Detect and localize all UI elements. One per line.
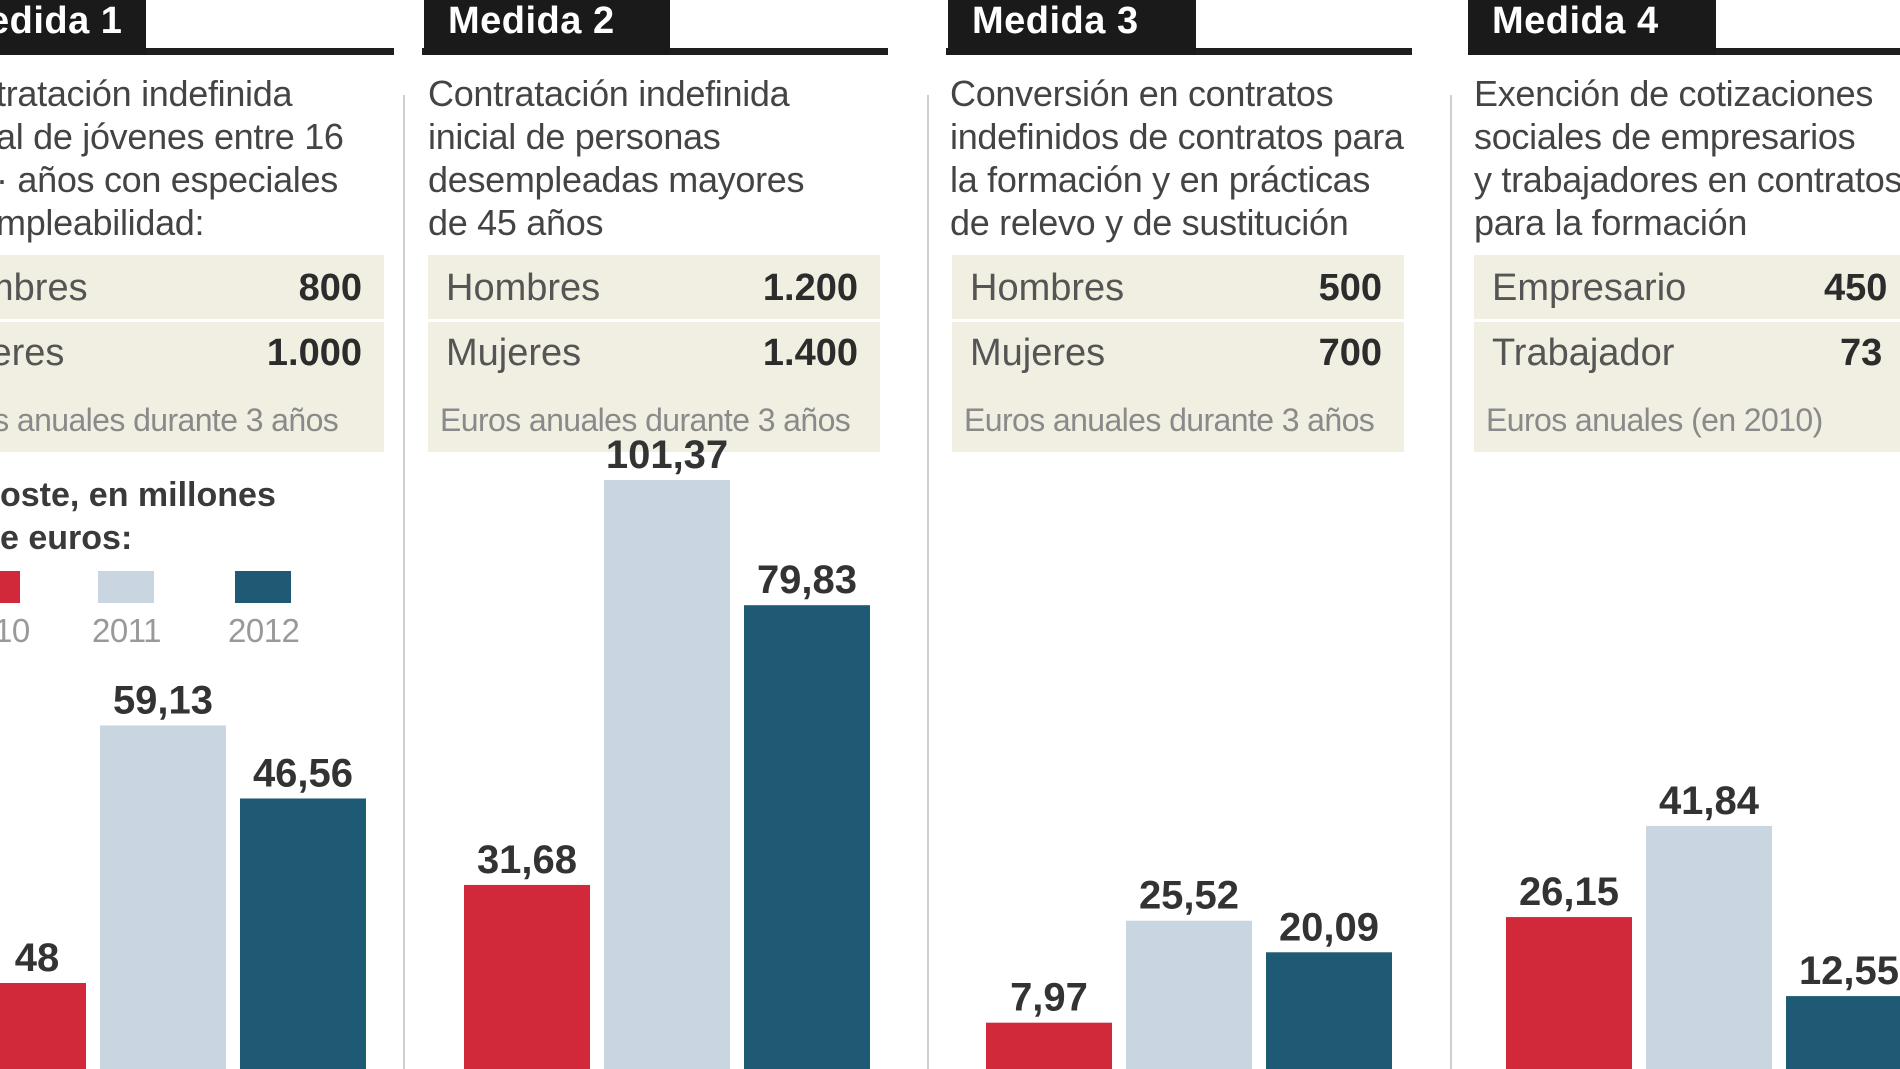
panel-title: Medida 3 [948, 0, 1196, 55]
row-value-1: 450 [1824, 267, 1888, 309]
table-note: Euros anuales durante 3 años [964, 402, 1375, 438]
bar-value-label: 26,15 [1519, 870, 1619, 914]
panel-description: tratación indefinida al de jóvenes entre… [0, 73, 344, 243]
bar-medida-4-2012 [1786, 996, 1900, 1069]
row-label-1: Hombres [970, 267, 1125, 309]
legend-swatch-2012 [235, 571, 291, 603]
panel-divider [927, 95, 929, 1069]
panel-medida-2: Medida 2 Contratación indefinida inicial… [422, 0, 892, 1069]
bar-medida-1-2011 [100, 725, 226, 1069]
panel-title: edida 1 [0, 0, 147, 55]
bar-medida-2-2011 [604, 480, 730, 1069]
panel-divider [1450, 95, 1452, 1069]
bar-value-label: 7,97 [1010, 976, 1088, 1020]
legend-swatch-2011 [98, 571, 154, 603]
row-label-1: Hombres [446, 267, 601, 309]
row-label-1: mbres [0, 267, 88, 309]
panel-medida-1: edida 1 tratación indefinida al de jóven… [0, 0, 434, 1069]
legend-label-2011: 2011 [92, 612, 161, 649]
bar-medida-4-2011 [1646, 825, 1772, 1069]
row-value-1: 500 [1318, 267, 1382, 309]
bar-medida-1-2012 [240, 798, 366, 1069]
panel-description: Exención de cotizaciones sociales de emp… [1474, 73, 1900, 243]
header-rule [0, 48, 394, 55]
row-divider [0, 319, 384, 322]
table-note: Euros anuales durante 3 años [440, 402, 851, 438]
bar-value-label: 25,52 [1139, 874, 1239, 918]
row-value-2: 1.000 [266, 332, 362, 374]
row-divider [1474, 319, 1900, 322]
bar-medida-2-2012 [744, 605, 870, 1069]
row-value-2: 1.400 [762, 332, 858, 374]
bar-medida-2-2010 [464, 884, 590, 1069]
row-value-2: 700 [1318, 332, 1382, 374]
legend-label-2012: 2012 [228, 612, 300, 649]
bar-value-label: 48 [15, 936, 60, 980]
bar-medida-1-2010 [0, 983, 86, 1069]
bar-value-label: 31,68 [477, 838, 577, 882]
table-note: Euros anuales (en 2010) [1486, 402, 1823, 438]
row-value-1: 1.200 [762, 267, 858, 309]
cost-title-line2: e euros: [0, 519, 133, 557]
bar-medida-4-2010 [1506, 917, 1632, 1069]
bar-value-label: 46,56 [253, 751, 353, 795]
bar-value-label: 101,37 [606, 433, 728, 477]
bar-value-label: 12,55 [1799, 949, 1899, 993]
panel-divider [403, 95, 405, 1069]
bar-medida-3-2012 [1266, 952, 1392, 1069]
row-label-1: Empresario [1492, 267, 1687, 309]
panel-title: Medida 2 [424, 0, 670, 55]
amount-table: mbres 800 jeres 1.000 os anuales durante… [0, 255, 384, 452]
bar-value-label: 79,83 [757, 558, 857, 602]
row-divider [952, 319, 1404, 322]
row-label-2: jeres [0, 332, 65, 374]
row-value-1: 800 [298, 267, 362, 309]
legend-label-2010: 10 [0, 612, 30, 649]
bar-medida-3-2011 [1126, 920, 1252, 1069]
panel-medida-4: Medida 4 Exención de cotizaciones social… [1468, 0, 1900, 1069]
panel-description: Conversión en contratos indefinidos de c… [950, 73, 1404, 243]
bar-value-label: 20,09 [1279, 905, 1379, 949]
amount-table: Hombres 1.200 Mujeres 1.400 Euros anuale… [428, 255, 880, 452]
table-note: os anuales durante 3 años [0, 402, 339, 438]
amount-table: Empresario 450 Trabajador 73 Euros anual… [1474, 255, 1900, 452]
cost-title-line1: oste, en millones [0, 476, 276, 514]
row-label-2: Mujeres [446, 332, 582, 374]
amount-table: Hombres 500 Mujeres 700 Euros anuales du… [952, 255, 1404, 452]
panel-title: Medida 4 [1468, 0, 1716, 55]
legend-swatch-2010 [0, 571, 20, 603]
row-value-2: 73 [1840, 332, 1883, 374]
row-divider [428, 319, 880, 322]
panel-description: Contratación indefinida inicial de perso… [428, 73, 805, 243]
bar-value-label: 41,84 [1659, 779, 1760, 823]
row-label-2: Mujeres [970, 332, 1106, 374]
bar-value-label: 59,13 [113, 678, 213, 722]
bar-medida-3-2010 [986, 1022, 1112, 1069]
row-label-2: Trabajador [1492, 332, 1675, 374]
panel-medida-3: Medida 3 Conversión en contratos indefin… [946, 0, 1416, 1069]
